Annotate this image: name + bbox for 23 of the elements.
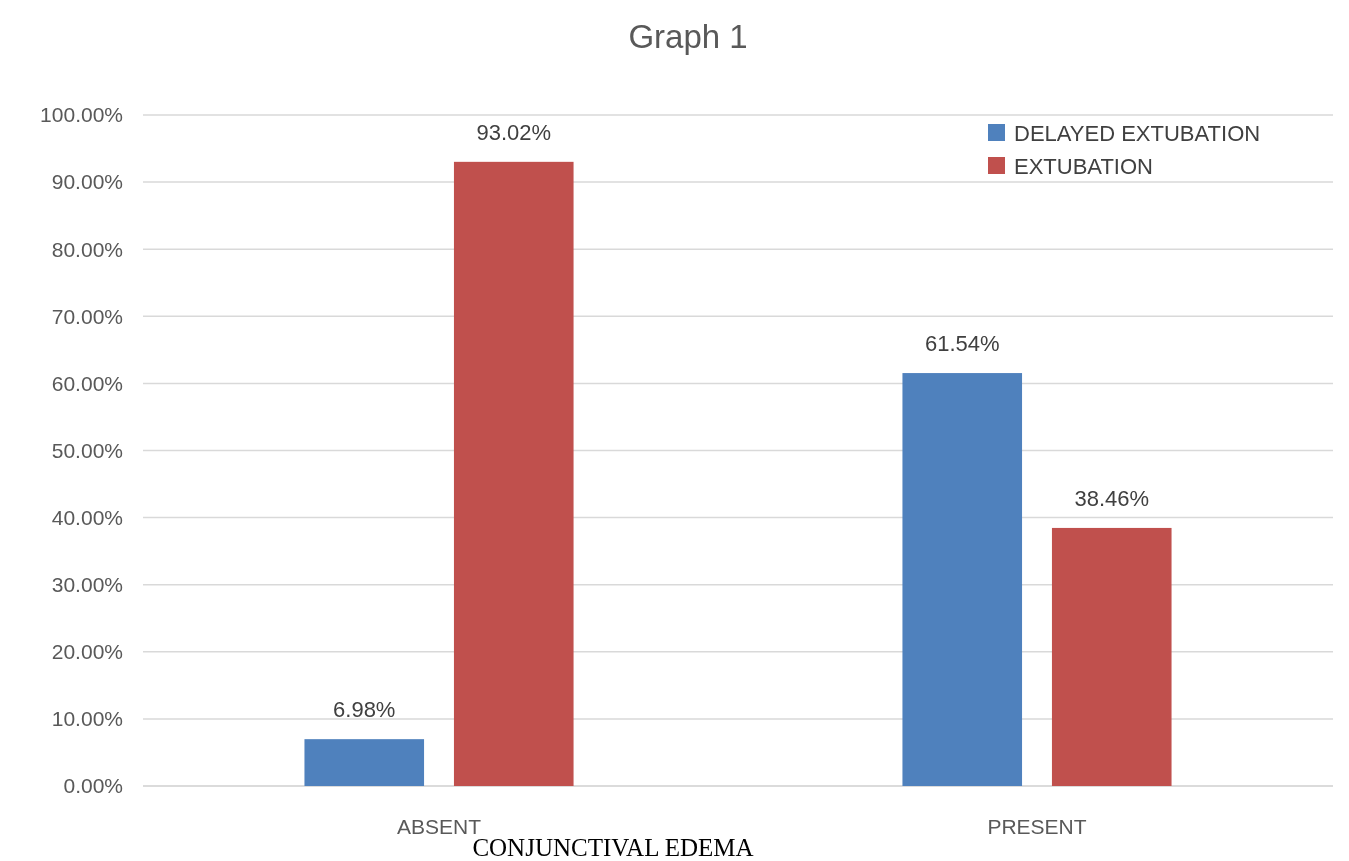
bar — [304, 739, 425, 786]
legend-label: DELAYED EXTUBATION — [1014, 121, 1261, 146]
y-tick-label: 10.00% — [51, 707, 123, 731]
y-tick-label: 80.00% — [51, 237, 123, 261]
data-label: 61.54% — [924, 331, 1000, 357]
y-tick-label: 100.00% — [40, 103, 123, 127]
x-tick-label: PRESENT — [987, 815, 1087, 838]
bar — [453, 161, 574, 786]
y-tick-label: 50.00% — [51, 438, 123, 462]
bar — [902, 373, 1023, 786]
y-tick-label: 0.00% — [63, 774, 123, 798]
data-label: 6.98% — [333, 697, 396, 723]
chart-title: Graph 1 — [628, 18, 748, 55]
data-label: 93.02% — [476, 119, 552, 145]
data-label: 38.46% — [1074, 485, 1150, 511]
bar — [1051, 527, 1172, 786]
y-tick-label: 30.00% — [51, 573, 123, 597]
y-tick-label: 40.00% — [51, 505, 123, 529]
y-tick-label: 70.00% — [51, 304, 123, 328]
legend-label: EXTUBATION — [1014, 154, 1153, 179]
y-tick-label: 60.00% — [51, 371, 123, 395]
y-tick-label: 20.00% — [51, 640, 123, 664]
y-tick-label: 90.00% — [51, 170, 123, 194]
